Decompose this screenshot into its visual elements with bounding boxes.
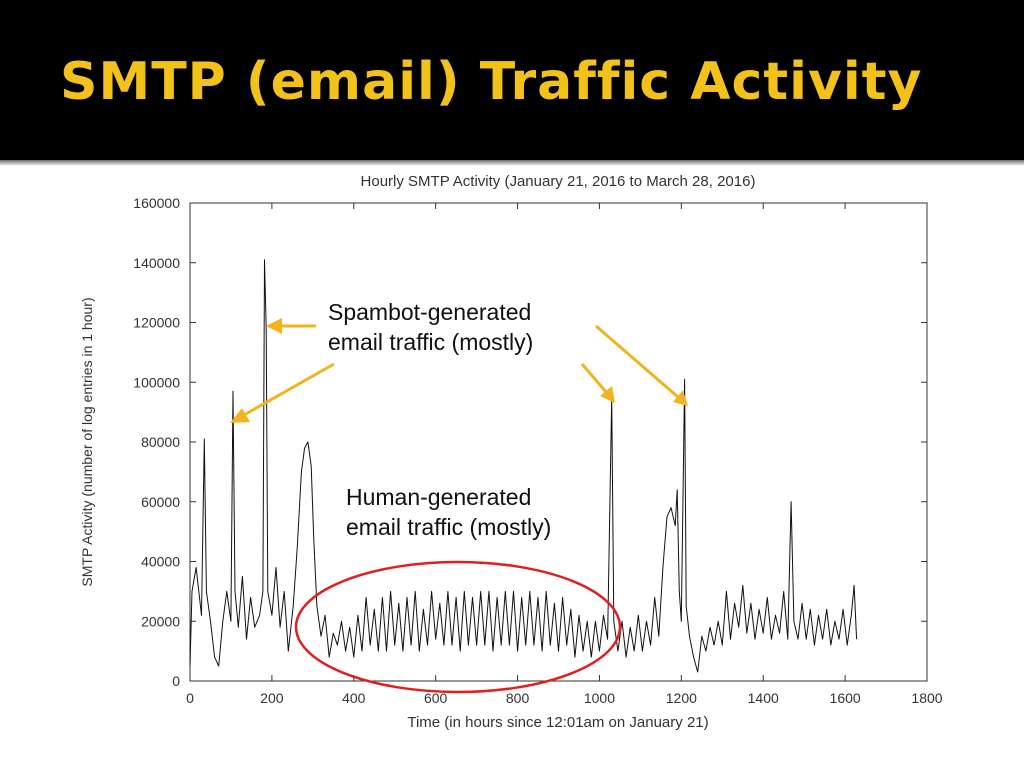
y-tick-label: 0 — [172, 673, 180, 689]
arrow-to-spike-180-head — [266, 318, 282, 334]
arrow-to-spike-1030-head — [600, 386, 615, 403]
x-tick-label: 600 — [424, 690, 448, 706]
arrow-to-spike-1208-head — [673, 390, 688, 406]
chart-title: Hourly SMTP Activity (January 21, 2016 t… — [361, 173, 756, 190]
y-tick-label: 140000 — [133, 255, 180, 271]
title-band — [0, 0, 1024, 160]
y-tick-label: 80000 — [141, 434, 180, 450]
y-axis-label: SMTP Activity (number of log entries in … — [79, 297, 95, 586]
x-tick-label: 0 — [186, 690, 194, 706]
arrow-to-spike-1030 — [580, 363, 608, 393]
human-annotation: Human-generated email traffic (mostly) — [346, 482, 551, 542]
spambot-annotation-line2: email traffic (mostly) — [328, 329, 534, 355]
human-annotation-line2: email traffic (mostly) — [346, 514, 552, 540]
annotation-arrows — [230, 318, 688, 423]
arrow-to-spike-1208 — [595, 324, 679, 399]
x-tick-label: 1000 — [584, 690, 615, 706]
x-tick-label: 1400 — [748, 690, 779, 706]
plot-frame — [189, 202, 928, 682]
x-tick-label: 800 — [506, 690, 530, 706]
y-tick-label: 40000 — [141, 554, 180, 570]
x-axis-label: Time (in hours since 12:01am on January … — [407, 714, 708, 731]
smtp-activity-series-line — [189, 259, 858, 673]
x-tick-label: 1200 — [666, 690, 697, 706]
y-tick-label: 160000 — [133, 195, 180, 211]
spambot-annotation: Spambot-generated email traffic (mostly) — [328, 297, 533, 357]
y-tick-label: 100000 — [133, 374, 180, 390]
slide-title: SMTP (email) Traffic Activity — [60, 52, 923, 112]
y-axis-ticks: 0 20000 40000 60000 80000 100000 120000 140000 1… — [133, 195, 927, 689]
human-annotation-line1: Human-generated — [346, 484, 532, 510]
x-tick-label: 1600 — [830, 690, 861, 706]
x-tick-label: 1800 — [911, 690, 942, 706]
spambot-annotation-line1: Spambot-generated — [328, 299, 532, 325]
x-tick-label: 200 — [260, 690, 284, 706]
arrow-to-spike-105-head — [230, 408, 250, 423]
title-band-edge — [0, 160, 1024, 166]
y-tick-label: 120000 — [133, 315, 180, 331]
x-axis-ticks: 0 200 400 600 800 1000 1200 1400 1600 1800 — [186, 203, 943, 706]
y-tick-label: 20000 — [141, 613, 180, 629]
y-tick-label: 60000 — [141, 494, 180, 510]
x-tick-label: 400 — [342, 690, 366, 706]
arrow-to-spike-105 — [243, 362, 335, 417]
human-traffic-highlight-ellipse — [294, 560, 622, 694]
